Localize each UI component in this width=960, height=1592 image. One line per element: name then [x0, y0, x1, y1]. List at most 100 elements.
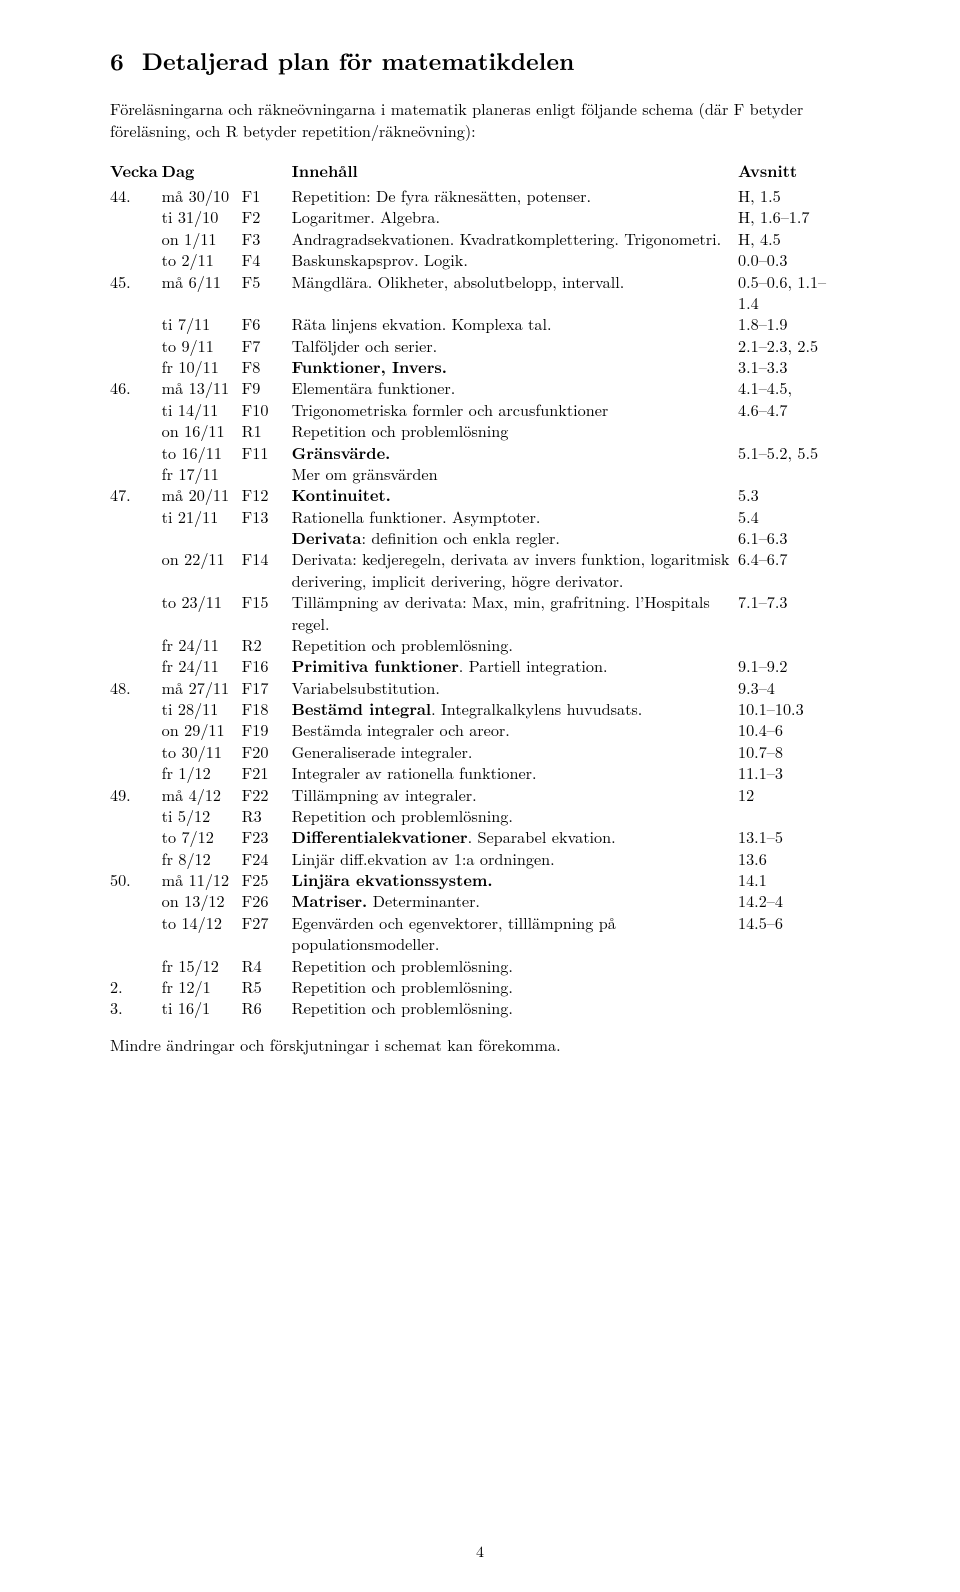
- cell-avsnitt: 3.1–3.3: [738, 356, 850, 377]
- cell-avsnitt: 14.2–4: [738, 890, 850, 911]
- cell-dag: to 2/11: [162, 249, 242, 270]
- cell-dag: fr 10/11: [162, 356, 242, 377]
- cell-dag: to 9/11: [162, 335, 242, 356]
- cell-innehall: Funktioner, Invers.: [292, 356, 738, 377]
- cell-vecka: 47.: [110, 484, 162, 505]
- cell-code: R3: [242, 805, 292, 826]
- cell-code: F7: [242, 335, 292, 356]
- cell-dag: to 7/12: [162, 826, 242, 847]
- cell-vecka: [110, 356, 162, 377]
- cell-code: F21: [242, 762, 292, 783]
- cell-innehall: Gränsvärde.: [292, 442, 738, 463]
- cell-avsnitt: 13.6: [738, 848, 850, 869]
- cell-innehall: Repetition och problemlösning.: [292, 805, 738, 826]
- cell-dag: må 11/12: [162, 869, 242, 890]
- cell-avsnitt: 5.1–5.2, 5.5: [738, 442, 850, 463]
- table-row: ti 31/10F2Logaritmer. Algebra.H, 1.6–1.7: [110, 206, 850, 227]
- table-row: 3.ti 16/1R6Repetition och problemlösning…: [110, 997, 850, 1018]
- cell-avsnitt: 4.1–4.5,: [738, 377, 850, 398]
- cell-innehall: Rationella funktioner. Asymptoter.: [292, 506, 738, 527]
- cell-innehall: Kontinuitet.: [292, 484, 738, 505]
- cell-avsnitt: 10.7–8: [738, 741, 850, 762]
- table-row: ti 14/11F10Trigonometriska formler och a…: [110, 399, 850, 420]
- page: 6Detaljerad plan för matematikdelen Före…: [0, 0, 960, 1592]
- cell-vecka: [110, 335, 162, 356]
- cell-dag: fr 24/11: [162, 655, 242, 676]
- cell-innehall: Andragradsekvationen. Kvadratkompletteri…: [292, 228, 738, 249]
- cell-innehall: Differentialekvationer. Separabel ekvati…: [292, 826, 738, 847]
- cell-dag: fr 17/11: [162, 463, 242, 484]
- cell-vecka: [110, 655, 162, 676]
- cell-code: F5: [242, 271, 292, 314]
- cell-dag: to 23/11: [162, 591, 242, 634]
- schedule-header-row: Vecka Dag Innehåll Avsnitt: [110, 160, 850, 185]
- table-row: fr 24/11R2Repetition och problemlösning.: [110, 634, 850, 655]
- cell-vecka: [110, 249, 162, 270]
- cell-vecka: 48.: [110, 677, 162, 698]
- table-row: fr 24/11F16Primitiva funktioner. Partiel…: [110, 655, 850, 676]
- cell-code: [242, 527, 292, 548]
- table-row: to 9/11F7Talföljder och serier.2.1–2.3, …: [110, 335, 850, 356]
- cell-avsnitt: [738, 955, 850, 976]
- cell-innehall: Repetition och problemlösning: [292, 420, 738, 441]
- table-row: ti 7/11F6Räta linjens ekvation. Komplexa…: [110, 313, 850, 334]
- cell-dag: ti 5/12: [162, 805, 242, 826]
- cell-avsnitt: 7.1–7.3: [738, 591, 850, 634]
- table-row: 50.må 11/12F25Linjära ekvationssystem.14…: [110, 869, 850, 890]
- table-row: to 2/11F4Baskunskapsprov. Logik.0.0–0.3: [110, 249, 850, 270]
- cell-dag: [162, 527, 242, 548]
- cell-code: R6: [242, 997, 292, 1018]
- cell-vecka: [110, 634, 162, 655]
- cell-avsnitt: 10.1–10.3: [738, 698, 850, 719]
- cell-code: F3: [242, 228, 292, 249]
- cell-innehall: Primitiva funktioner. Partiell integrati…: [292, 655, 738, 676]
- table-row: 47.må 20/11F12Kontinuitet.5.3: [110, 484, 850, 505]
- cell-avsnitt: [738, 463, 850, 484]
- cell-avsnitt: 11.1–3: [738, 762, 850, 783]
- table-row: Derivata: definition och enkla regler.6.…: [110, 527, 850, 548]
- cell-avsnitt: H, 1.6–1.7: [738, 206, 850, 227]
- cell-avsnitt: 12: [738, 784, 850, 805]
- cell-dag: fr 8/12: [162, 848, 242, 869]
- section-number: 6: [110, 44, 124, 78]
- cell-innehall: Tillämpning av derivata: Max, min, grafr…: [292, 591, 738, 634]
- cell-vecka: [110, 463, 162, 484]
- cell-vecka: [110, 848, 162, 869]
- cell-innehall: Egenvärden och egenvektorer, tilllämpnin…: [292, 912, 738, 955]
- cell-code: F19: [242, 719, 292, 740]
- cell-vecka: [110, 698, 162, 719]
- cell-avsnitt: 13.1–5: [738, 826, 850, 847]
- col-header-code: [242, 160, 292, 185]
- cell-innehall: Logaritmer. Algebra.: [292, 206, 738, 227]
- cell-dag: må 20/11: [162, 484, 242, 505]
- cell-avsnitt: [738, 420, 850, 441]
- cell-dag: fr 24/11: [162, 634, 242, 655]
- cell-innehall: Tillämpning av integraler.: [292, 784, 738, 805]
- cell-innehall: Repetition och problemlösning.: [292, 955, 738, 976]
- cell-avsnitt: 4.6–4.7: [738, 399, 850, 420]
- cell-vecka: [110, 912, 162, 955]
- cell-code: R5: [242, 976, 292, 997]
- cell-code: F17: [242, 677, 292, 698]
- cell-code: F23: [242, 826, 292, 847]
- cell-avsnitt: 5.4: [738, 506, 850, 527]
- cell-code: R2: [242, 634, 292, 655]
- cell-vecka: [110, 955, 162, 976]
- table-row: to 7/12F23Differentialekvationer. Separa…: [110, 826, 850, 847]
- schedule-table: Vecka Dag Innehåll Avsnitt 44.må 30/10F1…: [110, 160, 850, 1019]
- cell-avsnitt: 6.4–6.7: [738, 548, 850, 591]
- cell-code: F10: [242, 399, 292, 420]
- table-row: fr 8/12F24Linjär diff.ekvation av 1:a or…: [110, 848, 850, 869]
- footnote: Mindre ändringar och förskjutningar i sc…: [110, 1033, 850, 1056]
- page-number: 4: [0, 1539, 960, 1562]
- cell-innehall: Bestämda integraler och areor.: [292, 719, 738, 740]
- table-row: fr 1/12F21Integraler av rationella funkt…: [110, 762, 850, 783]
- cell-vecka: [110, 206, 162, 227]
- table-row: 49.må 4/12F22Tillämpning av integraler.1…: [110, 784, 850, 805]
- cell-vecka: 49.: [110, 784, 162, 805]
- table-row: on 29/11F19Bestämda integraler och areor…: [110, 719, 850, 740]
- cell-code: F13: [242, 506, 292, 527]
- cell-innehall: Variabelsubstitution.: [292, 677, 738, 698]
- cell-vecka: [110, 228, 162, 249]
- cell-innehall: Derivata: kedjeregeln, derivata av inver…: [292, 548, 738, 591]
